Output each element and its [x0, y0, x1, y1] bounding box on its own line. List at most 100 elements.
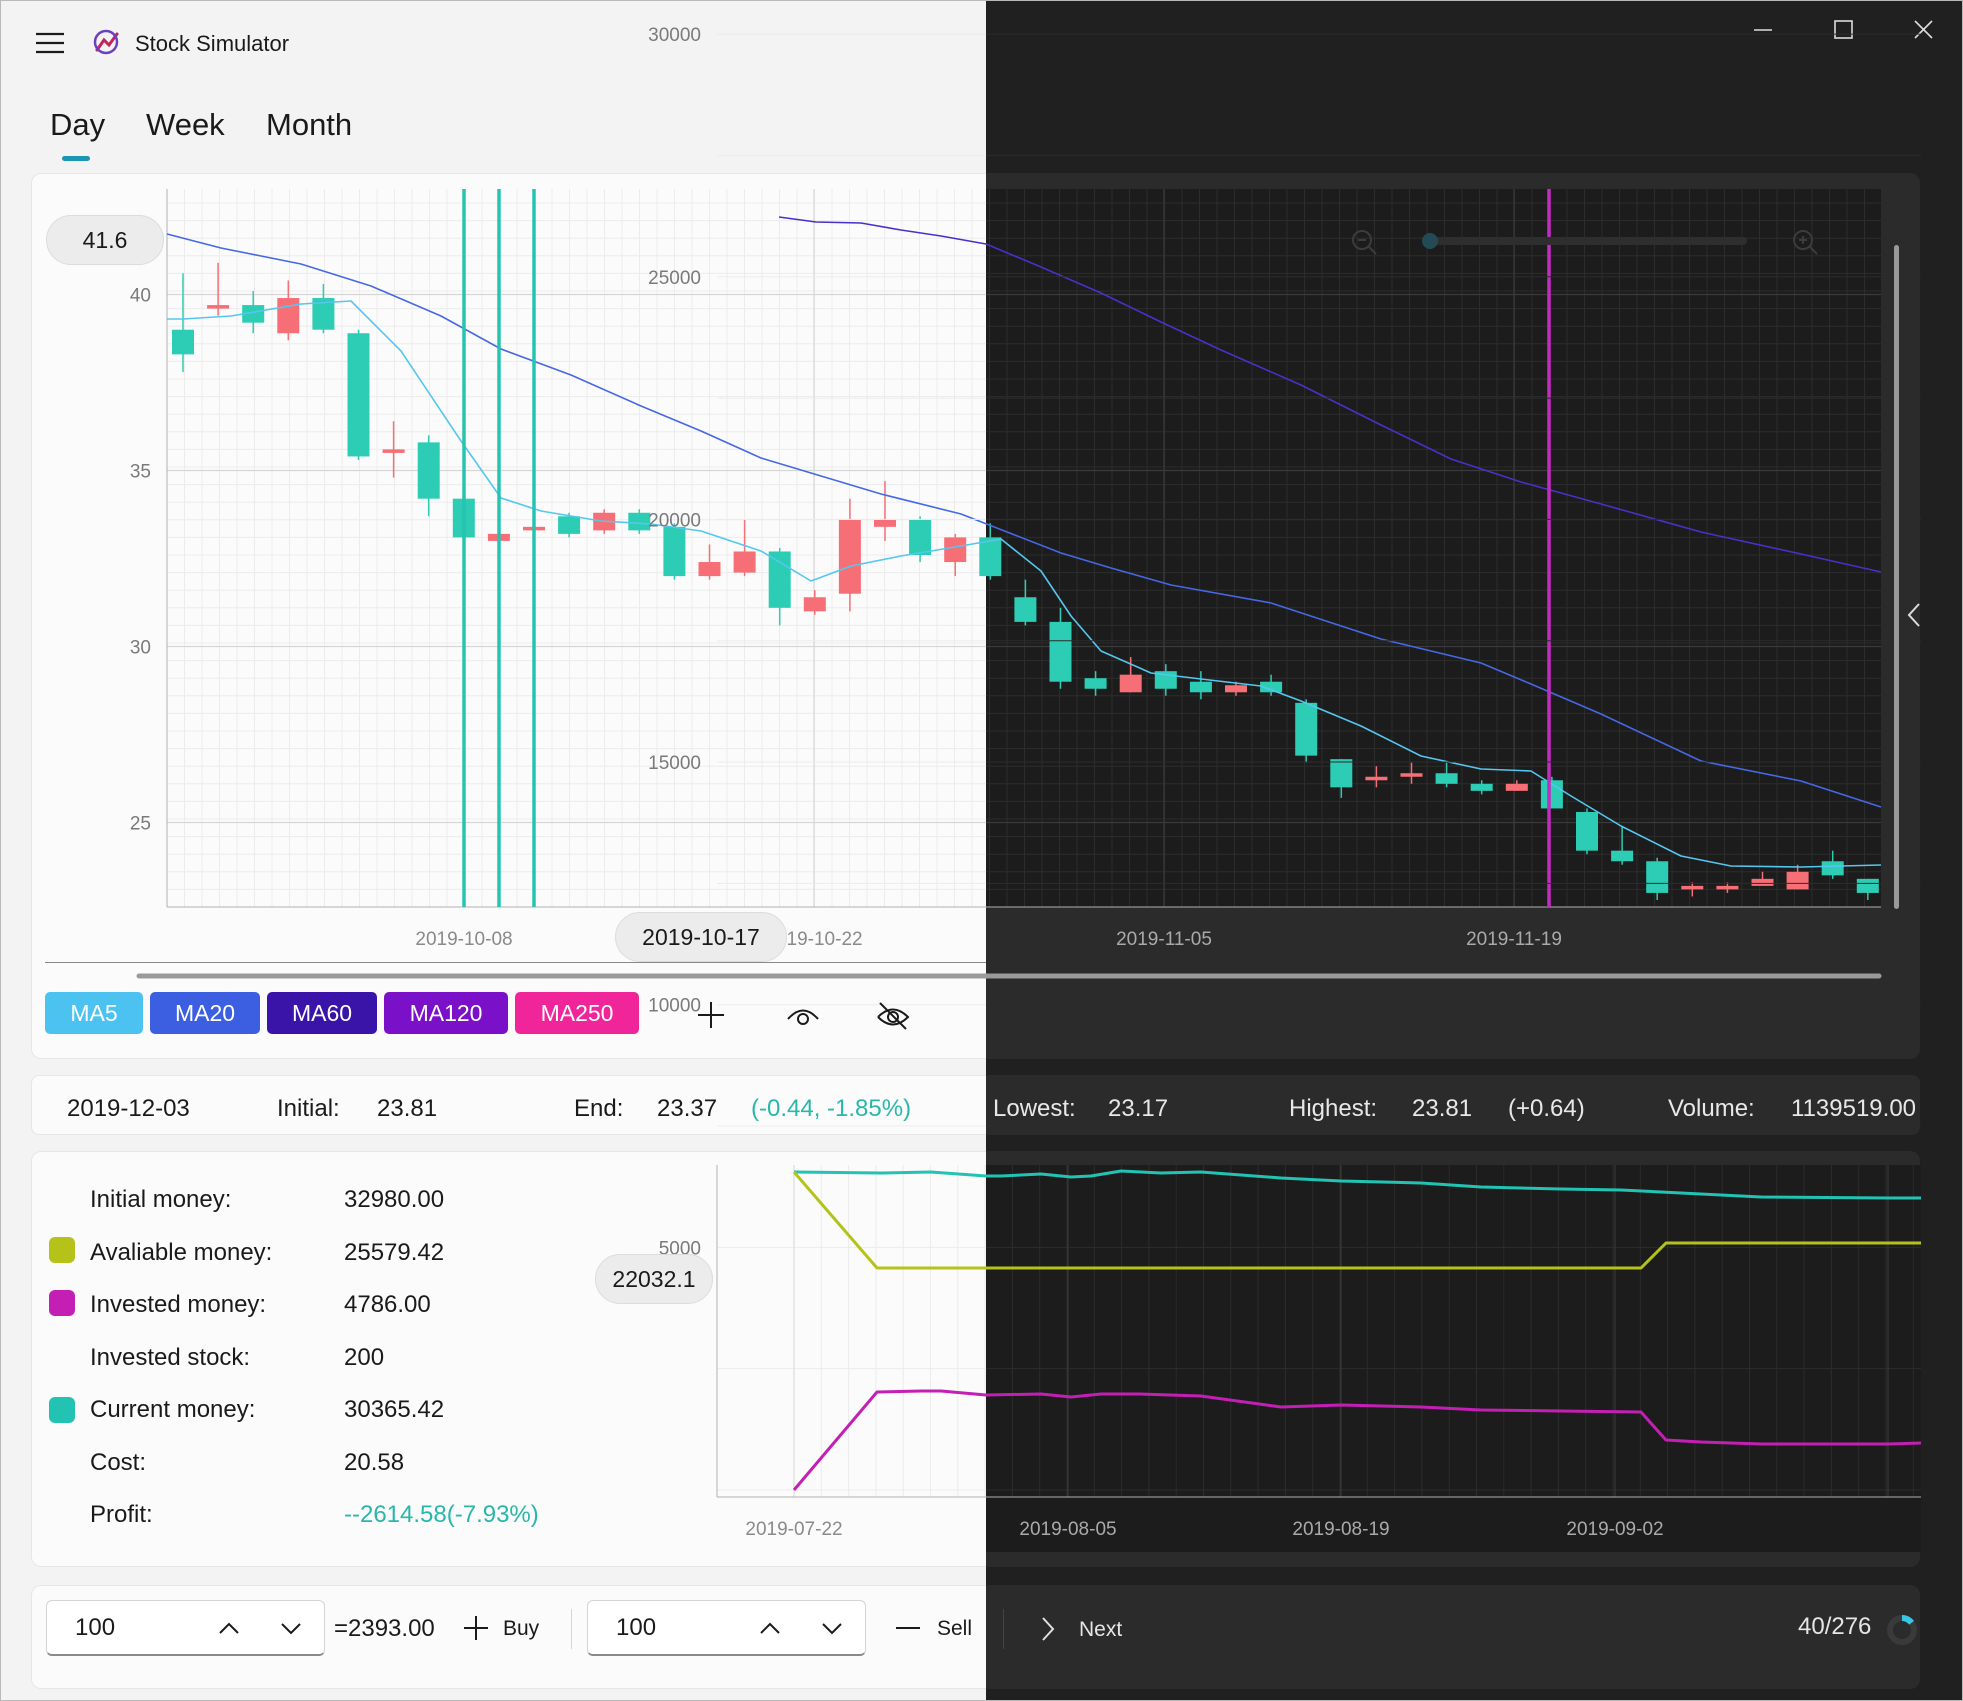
- buy-total: =2393.00: [334, 1615, 435, 1642]
- current-money-swatch: [49, 1397, 75, 1423]
- sell-increment-icon[interactable]: [756, 1615, 784, 1641]
- sell-button[interactable]: Sell: [891, 1607, 981, 1651]
- ma20-button[interactable]: MA20: [150, 992, 260, 1034]
- hamburger-menu-icon[interactable]: [35, 31, 65, 55]
- buy-quantity-value[interactable]: 100: [75, 1614, 116, 1641]
- candle: [417, 435, 440, 517]
- y-tick-label: 25: [130, 814, 151, 835]
- candle: [1049, 607, 1072, 689]
- tab-month[interactable]: Month: [266, 107, 353, 142]
- candle: [874, 481, 896, 541]
- profit-label: Profit:: [90, 1501, 153, 1528]
- buy-decrement-icon[interactable]: [277, 1615, 305, 1641]
- chevron-right-icon: [1042, 1617, 1055, 1641]
- invested-money-swatch: [49, 1290, 75, 1316]
- trade-divider: [571, 1609, 572, 1649]
- candle: [1540, 776, 1563, 809]
- candle-body: [1225, 685, 1247, 693]
- close-button[interactable]: [1906, 15, 1940, 45]
- candle: [347, 329, 370, 460]
- available-money-value: 25579.42: [344, 1239, 445, 1266]
- available-money-swatch: [49, 1237, 75, 1263]
- candle-body: [628, 512, 651, 531]
- candle-body: [909, 519, 932, 555]
- candle-body: [1084, 678, 1107, 689]
- candle: [1119, 657, 1142, 693]
- candle: [838, 498, 861, 612]
- eye-icon[interactable]: [784, 998, 822, 1032]
- profit-value: --2614.58(-7.93%): [344, 1501, 539, 1528]
- ma120-button[interactable]: MA120: [384, 992, 508, 1034]
- invested-money-value: 4786.00: [344, 1291, 431, 1318]
- add-icon[interactable]: [694, 998, 728, 1032]
- buy-quantity-box[interactable]: 100: [46, 1600, 325, 1656]
- day-info-card: [31, 1075, 989, 1135]
- candle-grid: [986, 189, 1881, 908]
- minimize-button[interactable]: [1746, 15, 1780, 45]
- end-label: End:: [574, 1095, 624, 1122]
- candle: [1821, 850, 1844, 879]
- money-y-tick-label: 30000: [648, 25, 701, 46]
- buy-increment-icon[interactable]: [215, 1615, 243, 1641]
- candle: [1786, 864, 1809, 890]
- ma5-label: MA5: [70, 999, 118, 1026]
- candle: [1435, 762, 1458, 788]
- eye-off-icon[interactable]: [874, 998, 912, 1032]
- sell-quantity-box[interactable]: 100: [587, 1600, 866, 1656]
- candle: [1681, 882, 1704, 897]
- zoom-slider[interactable]: [1422, 233, 1747, 249]
- zoom-out-icon[interactable]: [1349, 227, 1379, 257]
- money-tooltip: 22032.1: [595, 1254, 713, 1304]
- candle: [1330, 759, 1353, 798]
- candle: [312, 283, 335, 334]
- candle-body: [1576, 811, 1598, 851]
- tab-day[interactable]: Day: [50, 107, 106, 142]
- candle-body: [1400, 773, 1423, 777]
- collapse-chevron-left-icon[interactable]: [1903, 601, 1927, 629]
- candle-body: [1786, 871, 1809, 890]
- sell-quantity-value[interactable]: 100: [616, 1614, 657, 1641]
- candle-body: [1014, 597, 1037, 622]
- app-title: Stock Simulator: [135, 31, 290, 56]
- candle-body: [838, 519, 861, 594]
- available-money-label: Avaliable money:: [90, 1239, 273, 1266]
- tab-week[interactable]: Week: [146, 107, 225, 142]
- candle-body: [1716, 885, 1739, 890]
- next-button[interactable]: Next: [1031, 1607, 1151, 1651]
- candle-body: [698, 562, 721, 577]
- zoom-in-icon[interactable]: [1790, 227, 1820, 257]
- price-tooltip-value: 41.6: [82, 226, 128, 253]
- available-money-line: [792, 1171, 1921, 1270]
- ma250-button[interactable]: MA250: [515, 992, 639, 1034]
- candle-body: [874, 519, 896, 527]
- x-tick-label: 2019-11-19: [1466, 929, 1562, 950]
- sell-decrement-icon[interactable]: [818, 1615, 846, 1641]
- candle-body: [944, 537, 967, 563]
- invested-stock-value: 200: [344, 1344, 385, 1371]
- initial-money-value: 32980.00: [344, 1186, 445, 1213]
- buy-button[interactable]: Buy: [459, 1607, 549, 1651]
- vertical-scrollbar[interactable]: [1894, 245, 1899, 909]
- ma5-button[interactable]: MA5: [45, 992, 143, 1034]
- candle-body: [1611, 850, 1634, 862]
- candle-body: [172, 329, 194, 355]
- candle: [1505, 780, 1528, 791]
- ma60-button[interactable]: MA60: [267, 992, 377, 1034]
- x-tick-label: 2019-11-05: [1116, 929, 1212, 950]
- x-tick-label: 2019-10-08: [415, 929, 512, 950]
- candle: [1365, 766, 1388, 788]
- x-tick-label: 2019-10-22: [765, 929, 862, 950]
- minus-icon: [896, 1627, 920, 1629]
- ma20-label: MA20: [174, 999, 236, 1026]
- money-x-tick-label: 2019-08-05: [1019, 1519, 1116, 1540]
- zoom-slider-thumb[interactable]: [1422, 233, 1438, 249]
- money-tooltip-value: 22032.1: [612, 1265, 696, 1292]
- candle-body: [558, 516, 581, 534]
- candle-body: [1119, 674, 1142, 693]
- candle-body: [312, 298, 335, 330]
- maximize-button[interactable]: [1826, 15, 1860, 45]
- candle-body: [1049, 621, 1072, 682]
- money-y-tick-label: 15000: [648, 753, 701, 774]
